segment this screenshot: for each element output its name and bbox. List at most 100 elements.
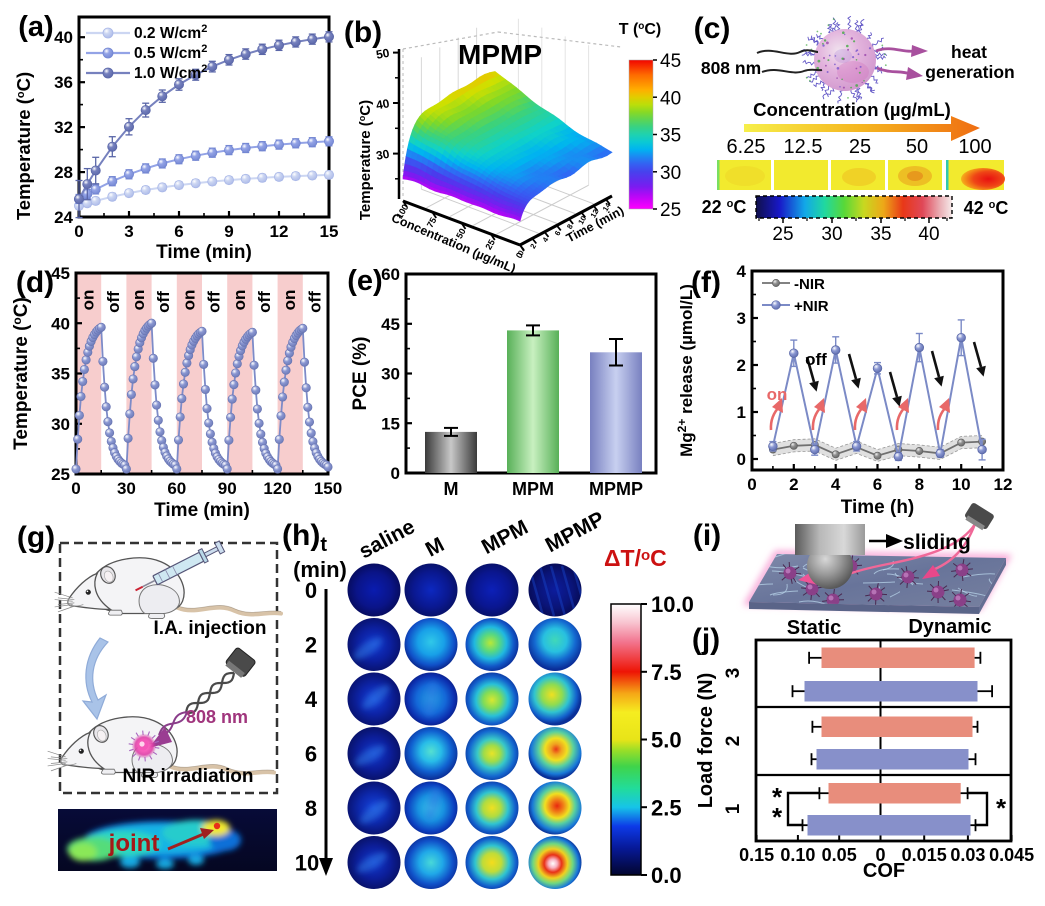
svg-text:100: 100 xyxy=(958,136,991,158)
svg-text:40: 40 xyxy=(54,28,73,47)
svg-text:on: on xyxy=(129,290,148,311)
svg-text:25: 25 xyxy=(660,200,681,221)
svg-text:25: 25 xyxy=(772,224,793,245)
svg-text:3: 3 xyxy=(124,222,133,241)
svg-text:Static: Static xyxy=(787,617,841,639)
svg-text:0: 0 xyxy=(737,450,746,469)
svg-text:0.10: 0.10 xyxy=(780,845,815,865)
svg-text:joint: joint xyxy=(108,830,160,857)
svg-text:4: 4 xyxy=(831,475,841,494)
svg-text:0.0: 0.0 xyxy=(651,863,682,888)
svg-text:2.5: 2.5 xyxy=(651,795,682,820)
svg-text:on: on xyxy=(767,385,788,404)
svg-text:35: 35 xyxy=(51,365,70,384)
svg-text:Dynamic: Dynamic xyxy=(908,616,991,638)
svg-text:6: 6 xyxy=(873,475,882,494)
svg-text:Time (min): Time (min) xyxy=(154,500,250,521)
svg-text:on: on xyxy=(230,290,249,311)
svg-text:9: 9 xyxy=(224,222,233,241)
svg-text:808 nm: 808 nm xyxy=(701,58,761,78)
svg-text:+NIR: +NIR xyxy=(794,298,829,315)
svg-text:(c): (c) xyxy=(694,12,731,45)
svg-text:45: 45 xyxy=(51,264,70,283)
svg-text:MPMP: MPMP xyxy=(589,479,643,499)
svg-text:150: 150 xyxy=(314,479,342,498)
svg-text:35: 35 xyxy=(870,224,891,245)
svg-text:1: 1 xyxy=(723,803,744,814)
svg-text:off: off xyxy=(255,291,274,313)
svg-text:*: * xyxy=(772,802,783,832)
svg-text:Load force (N): Load force (N) xyxy=(695,673,717,809)
svg-text:0.045: 0.045 xyxy=(989,845,1034,865)
svg-text:40: 40 xyxy=(918,224,939,245)
svg-text:12.5: 12.5 xyxy=(784,136,823,158)
svg-text:30: 30 xyxy=(375,147,391,163)
svg-text:30: 30 xyxy=(117,479,136,498)
svg-text:ΔT/oC: ΔT/oC xyxy=(604,545,667,571)
svg-text:0.2 W/cm2: 0.2 W/cm2 xyxy=(134,23,207,42)
svg-text:0: 0 xyxy=(747,475,756,494)
svg-text:(e): (e) xyxy=(347,265,382,297)
svg-text:on: on xyxy=(179,290,198,311)
svg-text:22 oC: 22 oC xyxy=(702,197,747,217)
svg-text:COF: COF xyxy=(863,860,905,882)
svg-text:50: 50 xyxy=(375,46,391,62)
svg-text:4: 4 xyxy=(737,262,747,281)
svg-text:MPM: MPM xyxy=(512,479,554,499)
svg-text:-NIR: -NIR xyxy=(794,276,825,293)
svg-text:(b): (b) xyxy=(344,16,382,49)
svg-text:(i): (i) xyxy=(693,519,721,552)
svg-text:28: 28 xyxy=(54,163,73,182)
svg-text:60: 60 xyxy=(381,265,400,284)
svg-text:45: 45 xyxy=(381,315,400,334)
svg-text:*: * xyxy=(996,793,1007,823)
svg-text:0.15: 0.15 xyxy=(739,845,774,865)
svg-text:42 oC: 42 oC xyxy=(964,198,1009,218)
svg-text:35: 35 xyxy=(660,126,681,147)
svg-text:32: 32 xyxy=(54,118,73,137)
svg-text:(j): (j) xyxy=(692,623,720,656)
svg-text:36: 36 xyxy=(54,73,73,92)
svg-text:1.0 W/cm2: 1.0 W/cm2 xyxy=(134,63,207,82)
svg-text:(d): (d) xyxy=(16,266,54,299)
svg-text:sliding: sliding xyxy=(903,531,971,554)
svg-text:60: 60 xyxy=(167,479,186,498)
svg-text:30: 30 xyxy=(660,163,681,184)
svg-text:heat: heat xyxy=(951,42,987,62)
svg-text:0: 0 xyxy=(71,479,80,498)
svg-text:0.015: 0.015 xyxy=(902,845,947,865)
svg-text:8: 8 xyxy=(915,475,924,494)
svg-text:6: 6 xyxy=(174,222,183,241)
svg-text:0.5 W/cm2: 0.5 W/cm2 xyxy=(134,43,207,62)
svg-text:10: 10 xyxy=(295,851,319,876)
svg-text:I.A. injection: I.A. injection xyxy=(154,618,267,639)
svg-text:3: 3 xyxy=(723,668,744,679)
svg-text:off: off xyxy=(154,291,173,313)
svg-text:50: 50 xyxy=(906,136,928,158)
svg-text:808 nm: 808 nm xyxy=(186,707,248,727)
svg-text:Time (h): Time (h) xyxy=(841,497,915,518)
svg-text:10: 10 xyxy=(952,475,971,494)
svg-text:6: 6 xyxy=(305,742,317,767)
svg-text:off: off xyxy=(805,350,827,369)
svg-text:Concentration (µg/mL): Concentration (µg/mL) xyxy=(753,99,951,120)
svg-text:Time (min): Time (min) xyxy=(156,242,252,263)
svg-text:40: 40 xyxy=(375,96,391,112)
svg-text:24: 24 xyxy=(54,208,73,227)
svg-text:15: 15 xyxy=(320,222,339,241)
svg-text:8: 8 xyxy=(305,796,317,821)
svg-text:45: 45 xyxy=(660,51,681,72)
svg-text:(a): (a) xyxy=(18,11,53,43)
svg-text:1: 1 xyxy=(737,403,746,422)
svg-text:7.5: 7.5 xyxy=(651,660,682,685)
svg-text:90: 90 xyxy=(218,479,237,498)
svg-text:(min): (min) xyxy=(293,557,347,582)
svg-text:off: off xyxy=(205,291,224,313)
svg-text:2: 2 xyxy=(723,736,744,747)
svg-text:0.03: 0.03 xyxy=(950,845,985,865)
svg-text:3: 3 xyxy=(737,309,746,328)
svg-text:0: 0 xyxy=(74,222,83,241)
svg-text:4: 4 xyxy=(305,687,318,712)
svg-text:NIR irradiation: NIR irradiation xyxy=(123,766,254,787)
svg-text:40: 40 xyxy=(51,314,70,333)
